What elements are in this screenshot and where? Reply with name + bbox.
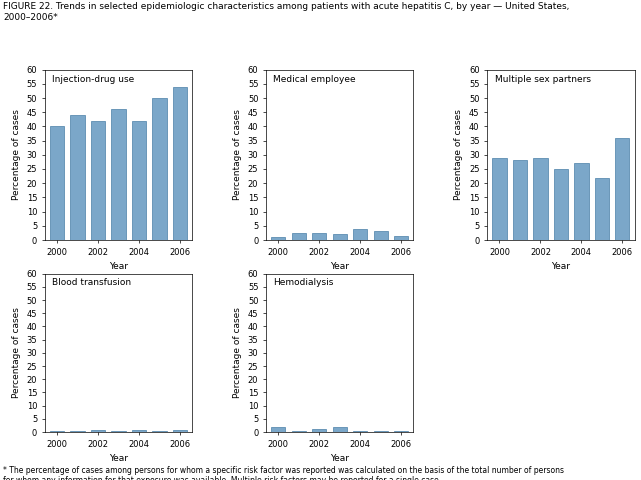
Bar xyxy=(554,169,568,240)
X-axis label: Year: Year xyxy=(330,454,349,463)
Bar xyxy=(132,121,146,240)
Y-axis label: Percentage of cases: Percentage of cases xyxy=(12,307,21,398)
X-axis label: Year: Year xyxy=(109,454,128,463)
Text: Injection-drug use: Injection-drug use xyxy=(53,75,135,84)
Y-axis label: Percentage of cases: Percentage of cases xyxy=(12,109,21,200)
Text: Hemodialysis: Hemodialysis xyxy=(274,278,334,288)
Text: * The percentage of cases among persons for whom a specific risk factor was repo: * The percentage of cases among persons … xyxy=(3,466,564,480)
Bar xyxy=(353,431,367,432)
Bar xyxy=(91,121,105,240)
Text: Multiple sex partners: Multiple sex partners xyxy=(495,75,590,84)
Bar xyxy=(71,431,85,432)
Bar xyxy=(271,237,285,240)
Bar xyxy=(513,160,527,240)
Bar xyxy=(153,98,167,240)
Bar xyxy=(173,430,187,432)
Text: Blood transfusion: Blood transfusion xyxy=(53,278,131,288)
Bar xyxy=(374,431,388,432)
X-axis label: Year: Year xyxy=(330,262,349,271)
Bar xyxy=(271,427,285,432)
Bar xyxy=(312,429,326,432)
Bar xyxy=(50,126,64,240)
Bar xyxy=(50,431,64,432)
Bar xyxy=(112,431,126,432)
Bar xyxy=(333,234,347,240)
Bar xyxy=(353,228,367,240)
Bar xyxy=(312,233,326,240)
Bar xyxy=(394,236,408,240)
Bar xyxy=(615,138,629,240)
Bar xyxy=(173,87,187,240)
Bar xyxy=(394,431,408,432)
Bar xyxy=(574,163,588,240)
X-axis label: Year: Year xyxy=(551,262,570,271)
Y-axis label: Percentage of cases: Percentage of cases xyxy=(233,307,242,398)
Y-axis label: Percentage of cases: Percentage of cases xyxy=(454,109,463,200)
Bar xyxy=(595,178,609,240)
Bar xyxy=(153,431,167,432)
Y-axis label: Percentage of cases: Percentage of cases xyxy=(233,109,242,200)
Bar xyxy=(132,430,146,432)
Bar xyxy=(333,427,347,432)
Bar xyxy=(112,109,126,240)
Bar xyxy=(71,115,85,240)
Bar xyxy=(492,157,506,240)
Bar xyxy=(91,430,105,432)
Bar xyxy=(292,431,306,432)
Text: Medical employee: Medical employee xyxy=(274,75,356,84)
Bar xyxy=(374,231,388,240)
X-axis label: Year: Year xyxy=(109,262,128,271)
Text: FIGURE 22. Trends in selected epidemiologic characteristics among patients with : FIGURE 22. Trends in selected epidemiolo… xyxy=(3,2,570,22)
Bar xyxy=(292,233,306,240)
Bar xyxy=(533,157,547,240)
